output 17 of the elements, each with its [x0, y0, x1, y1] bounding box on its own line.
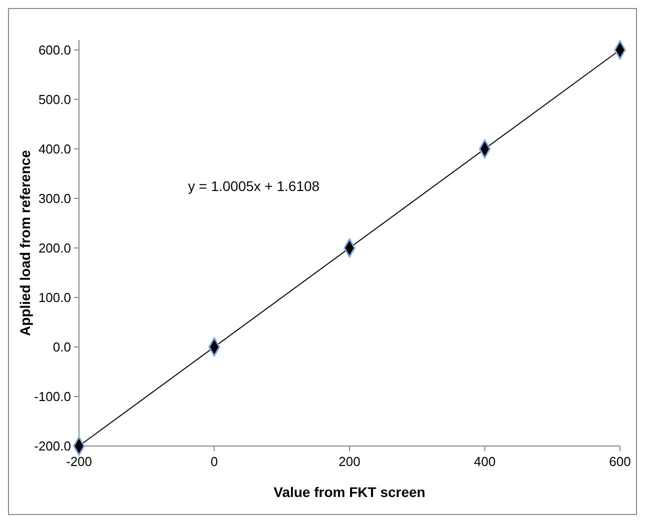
y-tick-label: 600.0 — [38, 42, 71, 58]
y-tick-label: 400.0 — [38, 141, 71, 156]
y-tick-label: 200.0 — [38, 240, 71, 256]
x-tick-label: 400 — [474, 454, 496, 469]
y-tick-label: 500.0 — [38, 92, 71, 107]
y-axis-title: Applied load from reference — [17, 150, 33, 336]
y-tick-label: 0.0 — [52, 340, 71, 355]
y-tick-label: -100.0 — [34, 389, 71, 404]
x-axis-title: Value from FKT screen — [274, 484, 426, 500]
y-tick-label: 100.0 — [38, 290, 71, 306]
y-tick-label: 300.0 — [38, 190, 71, 206]
x-tick-label: -200 — [66, 454, 92, 469]
x-tick-label: 600 — [609, 454, 631, 469]
annotation: y = 1.0005x + 1.6108 — [188, 178, 320, 194]
x-tick-label: 0 — [210, 454, 218, 469]
y-tick-label: -200.0 — [34, 438, 71, 454]
x-tick-label: 200 — [338, 454, 360, 469]
